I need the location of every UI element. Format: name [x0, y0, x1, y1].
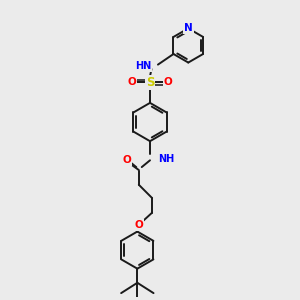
Text: O: O — [164, 77, 172, 87]
Text: N: N — [184, 23, 193, 33]
Text: NH: NH — [158, 154, 175, 164]
Text: O: O — [134, 220, 143, 230]
Text: O: O — [128, 77, 136, 87]
Text: S: S — [146, 76, 154, 89]
Text: HN: HN — [135, 61, 152, 71]
Text: O: O — [122, 155, 131, 165]
